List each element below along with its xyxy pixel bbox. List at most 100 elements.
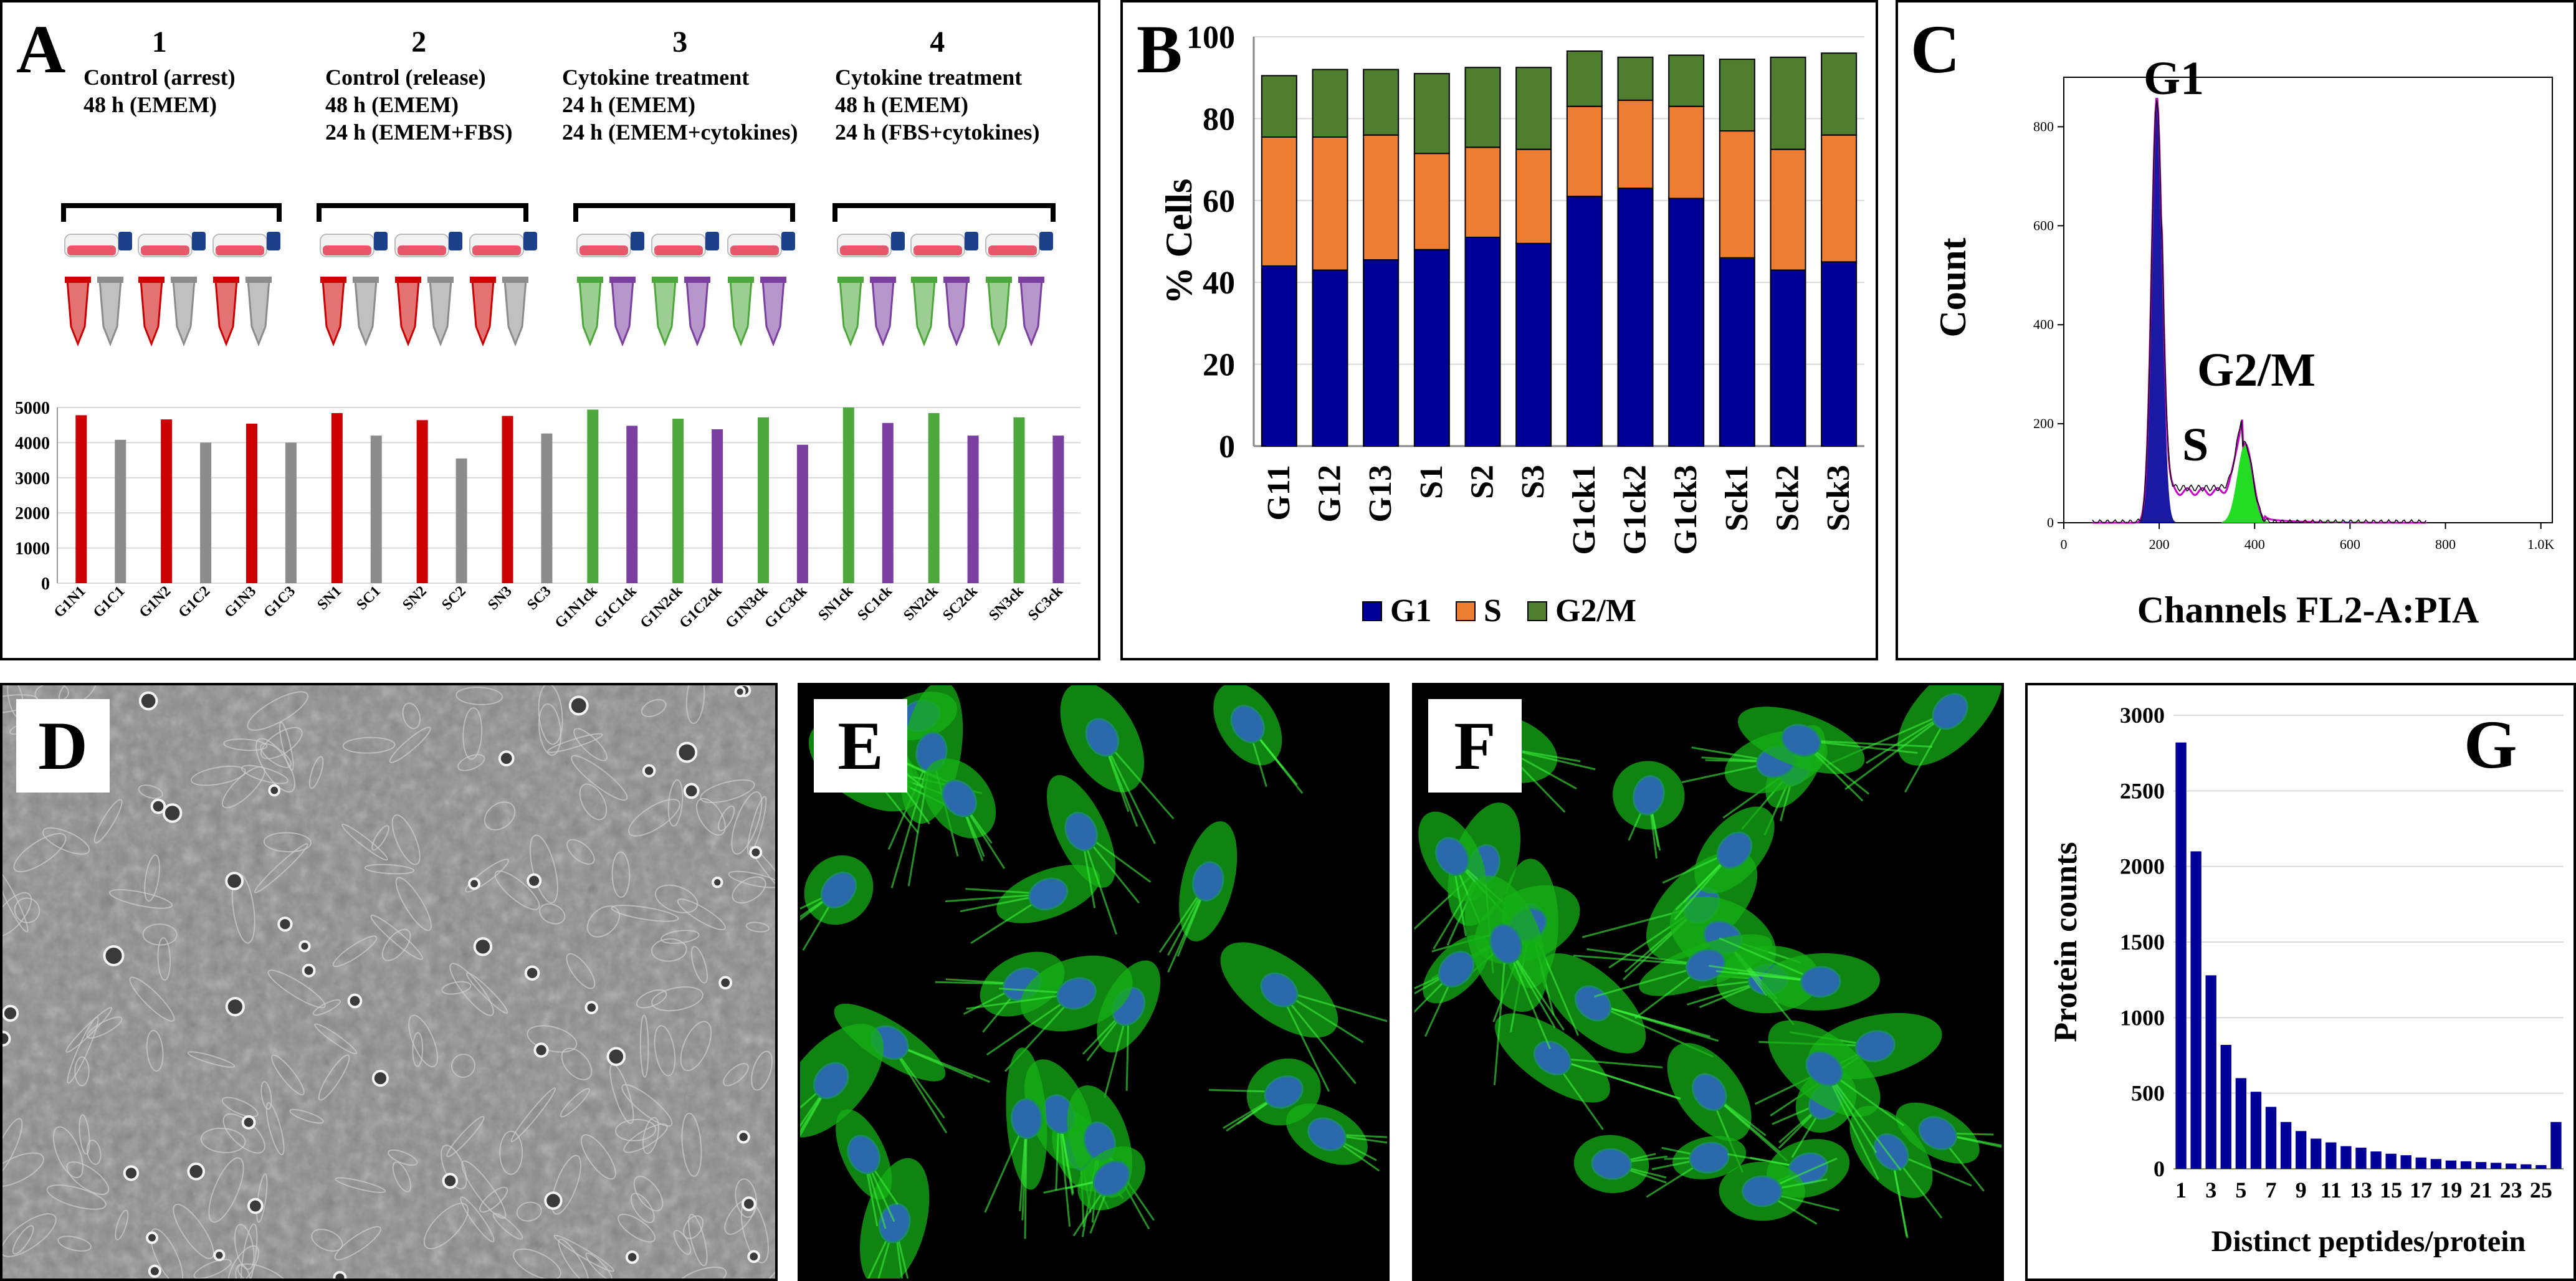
tube-cap — [97, 277, 123, 283]
rounded-cell — [568, 695, 589, 716]
cell-outline — [527, 1025, 578, 1053]
cell-outline — [311, 1229, 343, 1252]
x-tick-label: SC1 — [353, 583, 384, 614]
bar-segment — [1821, 261, 1858, 447]
nucleus — [1533, 1041, 1572, 1075]
bar-segment — [1821, 52, 1858, 136]
tube-cap — [760, 277, 786, 283]
s-phase-label: S — [2182, 419, 2208, 471]
cell-outline — [465, 859, 509, 893]
bar — [2550, 1121, 2562, 1169]
panel-label-f: F — [1428, 699, 1522, 793]
cell-outline — [460, 1196, 495, 1242]
cell-outline — [235, 1264, 251, 1279]
flask-cap — [781, 232, 795, 250]
panel-b: B 0 20 40 60 80 100 % Cells G11 G12 G13 S1 S2 S3 G1ck… — [1120, 0, 1878, 660]
y-tick-label: 3000 — [15, 469, 50, 488]
cell-outline — [479, 1186, 508, 1213]
bracket — [61, 203, 282, 222]
cell-outline — [395, 877, 432, 931]
bar — [2265, 1107, 2277, 1169]
culture-illustration — [61, 203, 1056, 347]
cell-outline — [256, 1173, 268, 1223]
cell-outline — [499, 1130, 523, 1175]
flask-medium — [141, 245, 189, 255]
rounded-cell — [277, 917, 293, 932]
nucleus — [1918, 1116, 1957, 1150]
bar — [1013, 417, 1025, 583]
bar — [541, 433, 553, 583]
cell-outline — [493, 1212, 523, 1240]
x-tick-label: G1N3ck — [722, 583, 771, 631]
x-tick-label: G11 — [1261, 465, 1297, 521]
legend-swatch — [1527, 601, 1547, 621]
cell-outline — [641, 698, 667, 718]
g1-peak-label: G1 — [2144, 52, 2204, 105]
nucleus — [820, 872, 857, 909]
cell-outline — [566, 953, 596, 989]
tube-cap — [213, 277, 239, 283]
nucleus — [1028, 877, 1069, 911]
rounded-cell — [533, 1042, 549, 1058]
bar — [75, 415, 87, 583]
cell-outline — [457, 754, 485, 771]
rounded-cell — [473, 937, 493, 956]
bar-segment — [1312, 269, 1348, 447]
y-tick-label: 400 — [2033, 317, 2054, 332]
tube-cap — [684, 277, 710, 283]
tube-cap — [609, 277, 636, 283]
legend-label: G2/M — [1555, 593, 1636, 629]
cell-outline — [267, 969, 326, 1009]
flask-cap — [192, 232, 206, 250]
cell-outline — [539, 903, 566, 925]
bar-segment — [1464, 236, 1501, 447]
bar — [2220, 1045, 2231, 1169]
nucleus — [1800, 966, 1841, 998]
x-tick-label: 15 — [2380, 1178, 2402, 1202]
cell-outline — [627, 799, 680, 837]
nucleus — [1691, 1073, 1727, 1112]
x-tick-label: 19 — [2440, 1178, 2462, 1202]
cell-outline — [651, 938, 687, 962]
bar-segment — [1464, 67, 1501, 148]
flask-cap — [1039, 232, 1053, 250]
rounded-cell — [162, 803, 183, 823]
bar — [2445, 1160, 2457, 1169]
x-tick-label: G13 — [1363, 465, 1398, 522]
rounded-cell — [749, 845, 763, 859]
y-axis-label: Protein counts — [2048, 842, 2084, 1042]
flask-medium — [730, 245, 779, 255]
actin-fiber — [1823, 1068, 1902, 1171]
x-axis-label: Channels FL2-A:PIA — [2137, 589, 2479, 631]
cell-outline — [312, 999, 341, 1016]
tube-cap — [65, 277, 91, 283]
cell-outline — [265, 1102, 285, 1156]
cell-outline — [717, 805, 735, 832]
cell-outline — [13, 832, 67, 873]
bar — [2340, 1146, 2352, 1169]
cell-outline — [677, 898, 726, 931]
bar — [2280, 1121, 2292, 1169]
actin-fiber — [1552, 1057, 1680, 1100]
x-tick-label: Sck1 — [1719, 465, 1755, 531]
x-tick-label: SN2 — [399, 583, 430, 614]
phase-contrast-image — [2, 685, 775, 1279]
y-tick-label: 4000 — [15, 434, 50, 453]
x-tick-label: 13 — [2350, 1178, 2372, 1202]
tube-cap — [320, 277, 346, 283]
actin-fiber — [1586, 948, 1706, 966]
cell-outline — [260, 726, 303, 760]
x-tick-label: 21 — [2470, 1178, 2493, 1202]
cell-outline — [484, 801, 516, 831]
y-tick-label: 60 — [1203, 184, 1235, 219]
x-tick-label: G1N3 — [221, 583, 259, 621]
cell-outline — [688, 1214, 708, 1267]
cell-outline — [441, 981, 472, 995]
nucleus — [878, 1202, 911, 1244]
bar — [842, 407, 854, 583]
x-tick-label: SC2 — [439, 583, 469, 614]
panel-f-micrograph: F — [1412, 683, 2004, 1281]
rounded-cell — [606, 1047, 626, 1067]
rounded-cell — [2, 1031, 11, 1047]
bar — [928, 413, 940, 583]
